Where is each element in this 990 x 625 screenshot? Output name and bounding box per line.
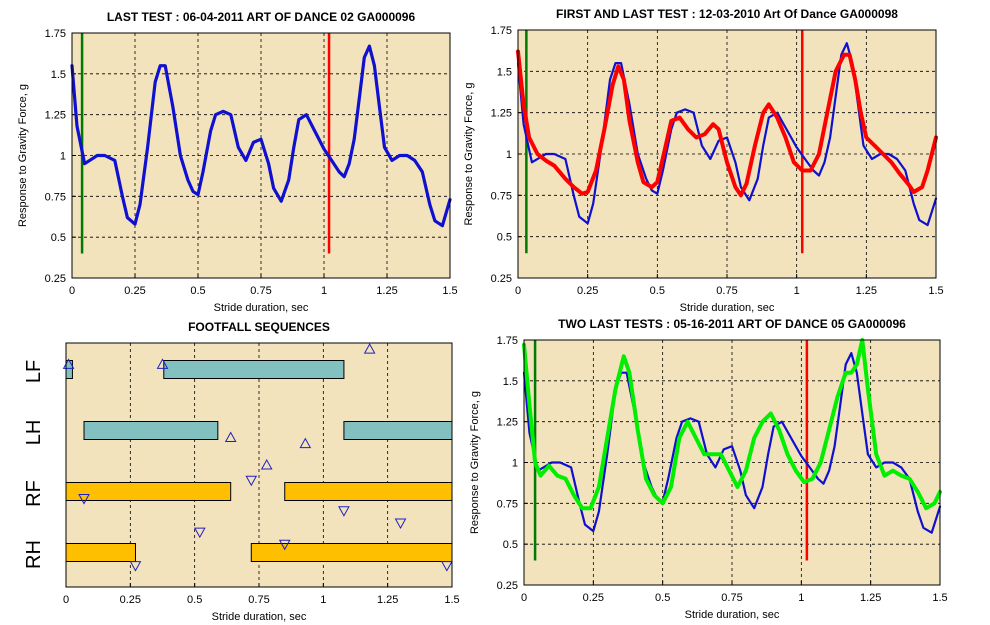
y-axis-label: Response to Gravity Force, g (463, 82, 475, 225)
limb-label-rf: RF (23, 480, 45, 507)
footfall-marker-triangle (338, 506, 350, 517)
footfall-marker-triangle (156, 358, 169, 369)
footfall-bar (163, 360, 345, 379)
chart-title: LAST TEST : 06-04-2011 ART OF DANCE 02 G… (107, 10, 416, 24)
footfall-bar (343, 421, 453, 440)
y-tick-label: 1.5 (503, 376, 518, 388)
y-tick-label: 0.75 (491, 190, 512, 202)
x-tick-label: 1 (798, 592, 804, 604)
footfall-marker-triangle (394, 518, 407, 529)
series-line-blue (70, 44, 452, 228)
x-tick-label: 1.25 (376, 285, 397, 297)
y-tick-label: 0.5 (497, 232, 512, 244)
footfall-bar (250, 543, 453, 562)
y-axis-label: Response to Gravity Force, g (17, 84, 29, 227)
x-tick-label: 1.25 (377, 594, 398, 606)
x-tick-label: 0.5 (655, 592, 670, 604)
x-axis-label: Stride duration, sec (680, 302, 775, 314)
plot-frame (517, 29, 937, 279)
footfall-bar (284, 482, 453, 501)
y-tick-label: 0.75 (45, 191, 66, 203)
x-tick-label: 0.5 (190, 285, 205, 297)
y-axis-label: Response to Gravity Force, g (469, 391, 481, 534)
x-tick-label: 0.25 (577, 285, 598, 297)
chart-first-and-last-test: FIRST AND LAST TEST : 12-03-2010 Art Of … (463, 7, 944, 314)
x-tick-label: 0.75 (248, 594, 269, 606)
y-tick-label: 1.5 (497, 66, 512, 78)
footfall-marker-triangle (245, 475, 258, 487)
chart-title: FIRST AND LAST TEST : 12-03-2010 Art Of … (556, 7, 898, 21)
x-tick-label: 1 (320, 594, 326, 606)
y-tick-label: 0.25 (45, 273, 66, 285)
footfall-marker-triangle (129, 561, 142, 572)
y-tick-label: 0.5 (503, 539, 518, 551)
chart-last-test: LAST TEST : 06-04-2011 ART OF DANCE 02 G… (17, 10, 458, 314)
y-tick-label: 1 (60, 151, 66, 163)
footfall-marker-triangle (278, 539, 291, 551)
footfall-marker-triangle (193, 527, 206, 539)
footfall-marker-triangle (224, 431, 237, 443)
x-tick-label: 0 (69, 285, 75, 297)
footfall-bar (65, 482, 232, 501)
y-tick-label: 1.25 (45, 110, 66, 122)
x-tick-label: 1.5 (928, 285, 943, 297)
limb-label-lh: LH (23, 420, 45, 446)
chart-footfall-sequences: FOOTFALL SEQUENCES 0 0.25 0.5 0.75 1 1.25 1.5 St… (23, 320, 460, 623)
y-tick-label: 1.5 (51, 69, 66, 81)
y-tick-label: 1 (512, 458, 518, 470)
series-line-red (516, 49, 938, 198)
y-tick-label: 1.75 (45, 28, 66, 40)
y-tick-label: 0.5 (51, 232, 66, 244)
y-tick-label: 1.75 (497, 335, 518, 347)
plot-frame (523, 339, 941, 586)
y-tick-label: 1 (506, 149, 512, 161)
y-tick-label: 0.25 (491, 273, 512, 285)
x-tick-label: 1 (321, 285, 327, 297)
y-tick-label: 1.25 (497, 417, 518, 429)
y-tick-label: 0.25 (497, 580, 518, 592)
footfall-marker-triangle (78, 494, 90, 505)
footfall-marker-triangle (299, 437, 312, 449)
chart-two-last-tests: TWO LAST TESTS : 05-16-2011 ART OF DANCE… (469, 317, 948, 621)
x-tick-label: 1.25 (856, 285, 877, 297)
footfall-marker-triangle (441, 561, 453, 572)
x-tick-label: 1.5 (444, 594, 459, 606)
series-line-green (522, 338, 942, 511)
chart-title: TWO LAST TESTS : 05-16-2011 ART OF DANCE… (558, 317, 906, 331)
x-tick-label: 0.5 (650, 285, 665, 297)
plot-frame (65, 342, 453, 588)
y-tick-label: 1.75 (491, 25, 512, 37)
x-tick-label: 0.75 (250, 285, 271, 297)
x-axis-label: Stride duration, sec (212, 611, 307, 623)
series-line-blue (516, 42, 938, 227)
footfall-marker-triangle (260, 458, 273, 470)
x-tick-label: 1.25 (860, 592, 881, 604)
x-tick-label: 1.5 (932, 592, 947, 604)
x-tick-label: 1.5 (442, 285, 457, 297)
x-tick-label: 0.75 (716, 285, 737, 297)
footfall-bar (65, 543, 136, 562)
chart-title: FOOTFALL SEQUENCES (188, 320, 330, 334)
footfall-marker-triangle (363, 343, 376, 354)
x-axis-label: Stride duration, sec (685, 609, 780, 621)
x-tick-label: 1 (794, 285, 800, 297)
x-axis-label: Stride duration, sec (214, 302, 309, 314)
limb-label-rh: RH (23, 540, 45, 569)
y-tick-label: 0.75 (497, 498, 518, 510)
plot-frame (71, 32, 451, 279)
x-tick-label: 0 (521, 592, 527, 604)
series-line-blue (522, 352, 942, 534)
limb-label-lf: LF (23, 360, 45, 383)
x-tick-label: 0.25 (583, 592, 604, 604)
x-tick-label: 0.25 (124, 285, 145, 297)
x-tick-label: 0.25 (120, 594, 141, 606)
x-tick-label: 0.5 (187, 594, 202, 606)
y-tick-label: 1.25 (491, 108, 512, 120)
x-tick-label: 0.75 (721, 592, 742, 604)
footfall-bar (83, 421, 219, 440)
x-tick-label: 0 (63, 594, 69, 606)
x-tick-label: 0 (515, 285, 521, 297)
